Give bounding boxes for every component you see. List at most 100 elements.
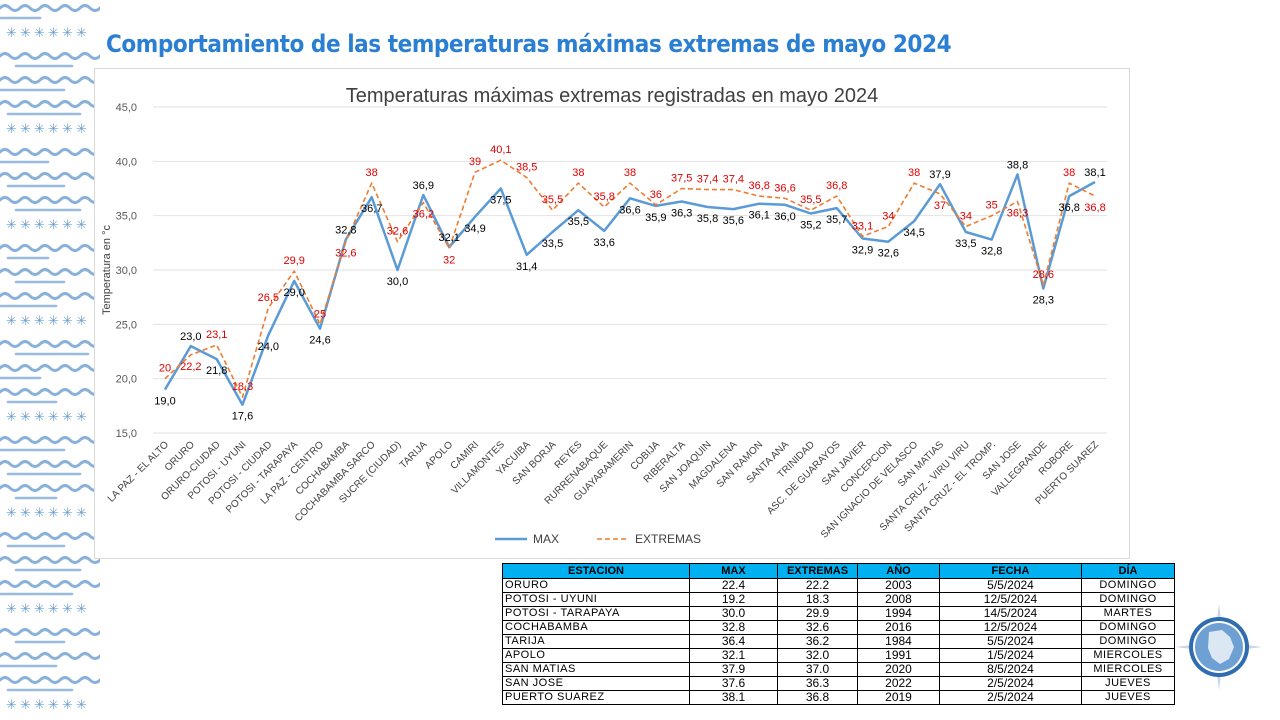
table-cell: 22.2 [777,578,858,593]
svg-text:✳: ✳ [62,602,73,617]
y-tick-label: 40,0 [116,156,137,168]
data-label-max: 28,3 [1033,294,1054,306]
data-label-extremas: 34 [882,211,894,223]
svg-text:✳: ✳ [48,602,59,617]
table-cell: 37.0 [777,662,858,677]
svg-text:✳: ✳ [6,506,17,521]
svg-text:✳: ✳ [76,410,87,425]
data-label-max: 35,6 [723,215,744,227]
table-cell: JUEVES [1081,676,1175,691]
svg-text:✳: ✳ [76,602,87,617]
data-label-max: 29,0 [283,287,304,299]
table-cell: TARIJA [502,634,690,649]
svg-text:✳: ✳ [20,314,31,329]
svg-text:✳: ✳ [48,314,59,329]
data-label-extremas: 36,6 [774,182,795,194]
data-label-extremas: 25 [314,308,326,320]
table-cell: 36.3 [777,676,858,691]
data-label-max: 36,8 [1058,202,1079,214]
data-label-extremas: 37,4 [723,174,744,186]
data-label-max: 17,6 [232,411,253,423]
data-label-extremas: 28,6 [1033,269,1054,281]
svg-text:✳: ✳ [34,602,45,617]
svg-text:✳: ✳ [48,122,59,137]
table-cell: 2/5/2024 [939,690,1082,705]
data-label-extremas: 36 [650,189,662,201]
data-label-max: 35,2 [800,219,821,231]
y-tick-label: 35,0 [116,211,137,223]
table-row: APOLO 32.1 32.0 1991 1/5/2024 MIERCOLES [502,648,1175,663]
table-cell: 2003 [857,578,940,593]
table-cell: ORURO [502,578,690,593]
table-cell: 36.4 [689,634,778,649]
table-cell: 14/5/2024 [939,606,1082,621]
table-cell: 1994 [857,606,940,621]
data-label-max: 35,5 [568,216,589,228]
data-label-extremas: 40,1 [490,144,511,156]
table-cell: 1991 [857,648,940,663]
table-cell: 2020 [857,662,940,677]
data-label-max: 33,5 [955,238,976,250]
table-cell: 2008 [857,592,940,607]
svg-text:✳: ✳ [20,602,31,617]
table-cell: 32.0 [777,648,858,663]
table-row: SAN MATIAS 37.9 37.0 2020 8/5/2024 MIERCOLES [502,662,1175,677]
data-label-extremas: 36,8 [1084,202,1105,214]
svg-text:✳: ✳ [48,218,59,233]
svg-text:✳: ✳ [34,410,45,425]
data-label-max: 33,5 [542,238,563,250]
data-label-extremas: 29,9 [283,255,304,267]
svg-text:✳: ✳ [62,26,73,41]
table-cell: COCHABAMBA [502,620,690,635]
svg-text:✳: ✳ [62,698,73,713]
svg-text:✳: ✳ [48,26,59,41]
svg-text:✳: ✳ [34,26,45,41]
y-tick-label: 15,0 [116,428,137,440]
table-cell: 19.2 [689,592,778,607]
table-cell: 32.8 [689,620,778,635]
table-cell: 18.3 [777,592,858,607]
svg-text:✳: ✳ [6,122,17,137]
svg-text:✳: ✳ [20,698,31,713]
data-label-max: 32,1 [438,232,459,244]
data-label-max: 38,8 [1007,159,1028,171]
data-label-max: 36,7 [361,203,382,215]
data-label-extremas: 36,3 [1007,208,1028,220]
bolivia-compass-emblem-icon [1176,604,1262,690]
data-label-extremas: 26,5 [258,292,279,304]
table-cell: DOMINGO [1081,634,1175,649]
table-cell: 1/5/2024 [939,648,1082,663]
data-label-extremas: 37,4 [697,174,718,186]
svg-text:✳: ✳ [76,122,87,137]
data-label-max: 36,9 [413,180,434,192]
svg-text:✳: ✳ [34,314,45,329]
series-line-extremas [164,159,1096,398]
table-row: POTOSI - TARAPAYA 30.0 29.9 1994 14/5/2024 MA… [502,606,1175,621]
table-header-row: ESTACION MAX EXTREMAS AÑO FECHA DÍA [502,563,1175,579]
legend-label: EXTREMAS [635,532,701,546]
table-cell: MARTES [1081,606,1175,621]
data-label-extremas: 33,1 [852,220,873,232]
table-header-cell: AÑO [857,563,940,579]
table-cell: 37.9 [689,662,778,677]
data-label-max: 37,5 [490,195,511,207]
table-row: POTOSI - UYUNI 19.2 18.3 2008 12/5/2024 DOMIN… [502,592,1175,607]
svg-text:✳: ✳ [6,26,17,41]
data-label-extremas: 35,8 [593,191,614,203]
table-cell: SAN MATIAS [502,662,690,677]
table-cell: 36.8 [777,690,858,705]
svg-text:✳: ✳ [34,218,45,233]
chart-area: Temperaturas máximas extremas registrada… [94,68,1130,559]
table-cell: 12/5/2024 [939,620,1082,635]
table-cell: 1984 [857,634,940,649]
table-cell: POTOSI - UYUNI [502,592,690,607]
data-label-extremas: 32,6 [335,248,356,260]
svg-text:✳: ✳ [20,410,31,425]
svg-text:✳: ✳ [76,26,87,41]
data-label-max: 36,3 [671,208,692,220]
svg-text:✳: ✳ [76,698,87,713]
table-cell: 12/5/2024 [939,592,1082,607]
table-cell: POTOSI - TARAPAYA [502,606,690,621]
data-label-extremas: 37,5 [671,173,692,185]
table-body: ORURO 22.4 22.2 2003 5/5/2024 DOMINGO POTOSI -… [502,578,1175,705]
